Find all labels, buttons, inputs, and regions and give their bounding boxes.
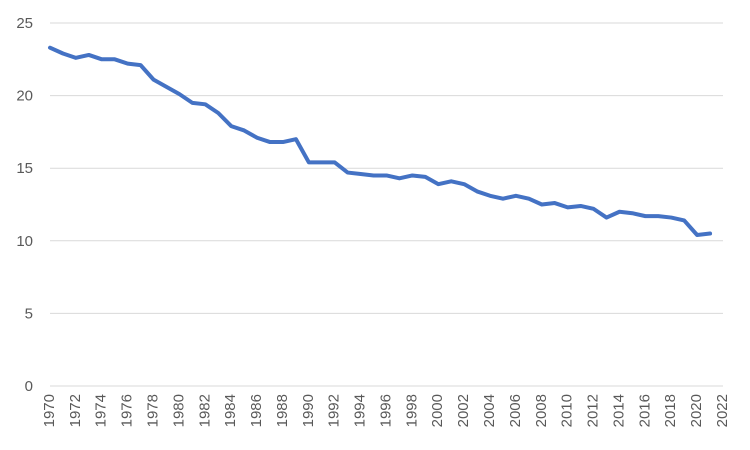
x-tick-label: 2006 — [507, 394, 524, 427]
x-tick-label: 2020 — [688, 394, 705, 427]
x-tick-label: 1980 — [170, 394, 187, 427]
x-tick-label: 1990 — [300, 394, 317, 427]
x-tick-label: 1984 — [222, 394, 239, 427]
x-tick-label: 1988 — [274, 394, 291, 427]
y-tick-label: 5 — [25, 305, 33, 322]
x-tick-label: 1976 — [119, 394, 136, 427]
x-tick-label: 2002 — [455, 394, 472, 427]
y-tick-label: 10 — [16, 233, 33, 250]
x-tick-label: 2014 — [610, 394, 627, 427]
x-tick-label: 1982 — [196, 394, 213, 427]
gridlines — [50, 22, 723, 387]
x-tick-label: 1998 — [403, 394, 420, 427]
x-tick-label: 1974 — [93, 394, 110, 427]
y-tick-label: 0 — [25, 378, 33, 395]
x-tick-label: 1992 — [326, 394, 343, 427]
y-tick-label: 15 — [16, 160, 33, 177]
x-axis-tick-labels: 1970 1972 1974 1976 1978 1980 1982 1984 1986 1988… — [41, 394, 731, 427]
x-tick-label: 1972 — [67, 394, 84, 427]
x-tick-label: 2008 — [533, 394, 550, 427]
x-tick-label: 1994 — [352, 394, 369, 427]
x-tick-label: 1996 — [377, 394, 394, 427]
x-tick-label: 2000 — [429, 394, 446, 427]
series-layer — [48, 45, 713, 237]
x-tick-label: 2018 — [662, 394, 679, 427]
y-tick-label: 25 — [16, 15, 33, 32]
x-tick-label: 1986 — [248, 394, 265, 427]
x-tick-label: 2016 — [636, 394, 653, 427]
x-tick-label: 2022 — [714, 394, 731, 427]
x-tick-label: 2004 — [481, 394, 498, 427]
x-tick-label: 2010 — [559, 394, 576, 427]
x-tick-label: 1978 — [145, 394, 162, 427]
x-tick-label: 1970 — [41, 394, 58, 427]
x-tick-label: 2012 — [585, 394, 602, 427]
y-axis-tick-labels: 0 5 10 15 20 25 — [16, 15, 33, 395]
series-line — [48, 45, 713, 237]
y-tick-label: 20 — [16, 88, 33, 105]
